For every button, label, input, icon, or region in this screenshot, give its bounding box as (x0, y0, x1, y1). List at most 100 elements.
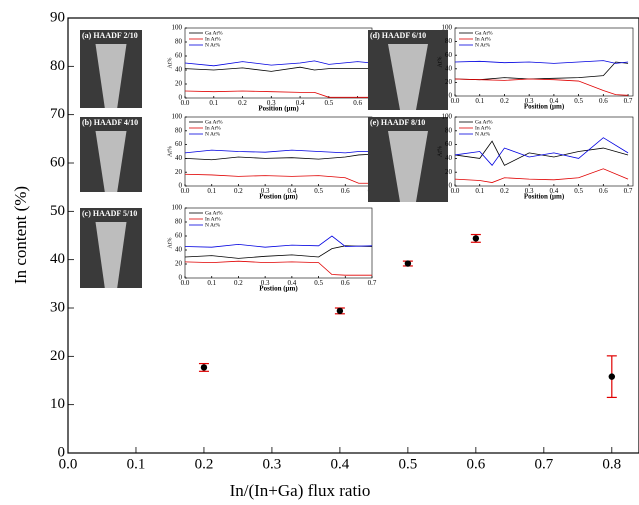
inset-line (184, 260, 372, 276)
micrograph-feature (95, 222, 127, 288)
y-tick-label: 100 (172, 204, 183, 212)
x-tick-label: 0.2 (234, 187, 243, 195)
x-tick-label: 0.1 (207, 279, 216, 287)
y-tick-label: 100 (442, 24, 453, 32)
x-tick-label: 0.0 (181, 187, 190, 195)
inset-x-label: Position (μm) (524, 193, 565, 201)
y-tick-label: 20 (445, 168, 453, 176)
y-tick-label: 0 (449, 92, 453, 100)
legend-label: N At% (205, 42, 221, 48)
micrograph-label: (a) HAADF 2/10 (82, 31, 138, 40)
y-tick-label: 20 (175, 80, 183, 88)
y-tick-label: 80 (445, 126, 453, 134)
inset-x-label: Postion (μm) (259, 193, 298, 201)
y-tick-label: 60 (445, 51, 453, 59)
x-axis-label: In/(In+Ga) flux ratio (230, 481, 371, 500)
inset-line (454, 78, 629, 96)
x-tick-label: 0.7 (624, 187, 633, 195)
x-tick-label: 0.6 (341, 187, 350, 195)
y-tick-label: 60 (445, 140, 453, 148)
point (404, 260, 412, 267)
y-tick-label: 90 (50, 9, 65, 25)
x-tick-label: 0.4 (296, 99, 305, 107)
x-tick-label: 0.3 (261, 187, 270, 195)
inset-bg (455, 28, 633, 96)
x-tick-label: 0.3 (263, 456, 282, 472)
y-tick-label: 40 (445, 154, 453, 162)
inset-line (184, 235, 373, 248)
x-tick-label: 0.3 (525, 187, 534, 195)
legend-label: N At% (205, 222, 221, 228)
x-tick-label: 0.3 (261, 279, 270, 287)
x-tick-label: 0.5 (324, 99, 333, 107)
y-tick-label: 100 (442, 113, 453, 121)
x-tick-label: 0.5 (314, 279, 323, 287)
plot-frame (67, 17, 639, 454)
x-tick-label: 0.6 (466, 456, 485, 472)
micrograph-feature (95, 131, 127, 192)
legend-label: Ga At% (205, 210, 223, 216)
inset-y-label: At% (167, 238, 173, 249)
y-tick-label: 40 (445, 64, 453, 72)
x-tick-label: 0.4 (287, 187, 296, 195)
micrograph-feature (388, 44, 428, 110)
x-tick-label: 0.2 (500, 187, 509, 195)
y-tick-label: 80 (175, 38, 183, 46)
legend-label: N At% (475, 42, 491, 48)
x-tick-label: 0.5 (399, 456, 418, 472)
y-tick-label: 0 (449, 182, 453, 190)
inset-line (454, 140, 629, 166)
x-tick-label: 0.5 (314, 187, 323, 195)
y-tick-label: 100 (172, 24, 183, 32)
legend-label: N At% (475, 131, 491, 137)
inset-y-label: At% (167, 146, 173, 157)
y-tick-label: 50 (50, 203, 65, 219)
y-tick-label: 20 (175, 168, 183, 176)
x-tick-label: 0.6 (599, 187, 608, 195)
inset-x-label: Position (μm) (258, 105, 299, 113)
y-tick-label: 0 (179, 94, 183, 102)
y-tick-label: 0 (58, 444, 66, 460)
micrograph-label: (d) HAADF 6/10 (370, 31, 426, 40)
legend-label: Ga At% (205, 30, 223, 36)
x-tick-label: 0.4 (287, 279, 296, 287)
x-tick-label: 0.1 (207, 187, 216, 195)
inset-line (454, 137, 629, 166)
y-tick-label: 60 (175, 140, 183, 148)
inset-line (184, 60, 373, 67)
x-tick-label: 0.6 (353, 99, 362, 107)
x-tick-label: 0.2 (234, 279, 243, 287)
legend-label: N At% (205, 131, 221, 137)
y-tick-label: 20 (175, 260, 183, 268)
y-tick-label: 0 (179, 274, 183, 282)
x-tick-label: 0.7 (624, 97, 633, 105)
inset-y-label: At% (167, 58, 173, 69)
y-tick-label: 0 (179, 182, 183, 190)
x-tick-label: 0.6 (341, 279, 350, 287)
y-tick-label: 30 (50, 299, 65, 315)
x-tick-label: 0.5 (574, 187, 583, 195)
x-tick-label: 0.4 (550, 97, 559, 105)
x-tick-label: 0.0 (181, 99, 190, 107)
inset-y-label: At% (437, 57, 443, 68)
y-tick-label: 100 (172, 113, 183, 121)
x-tick-label: 0.7 (534, 456, 553, 472)
y-tick-label: 70 (50, 106, 65, 122)
point (336, 307, 344, 315)
legend-label: Ga At% (475, 30, 493, 36)
y-axis-label: In content (%) (11, 186, 30, 284)
legend-label: Ga At% (475, 119, 493, 125)
x-tick-label: 0.4 (550, 187, 559, 195)
x-tick-label: 0.1 (475, 97, 484, 105)
inset-line (184, 66, 372, 72)
y-tick-label: 40 (175, 154, 183, 162)
x-tick-label: 0.1 (209, 99, 218, 107)
y-tick-label: 40 (175, 246, 183, 254)
micrograph-feature (388, 131, 428, 202)
legend-label: Ga At% (205, 119, 223, 125)
x-tick-label: 0.0 (181, 279, 190, 287)
point (608, 373, 616, 380)
y-tick-label: 60 (50, 154, 65, 170)
inset-line (454, 61, 629, 81)
